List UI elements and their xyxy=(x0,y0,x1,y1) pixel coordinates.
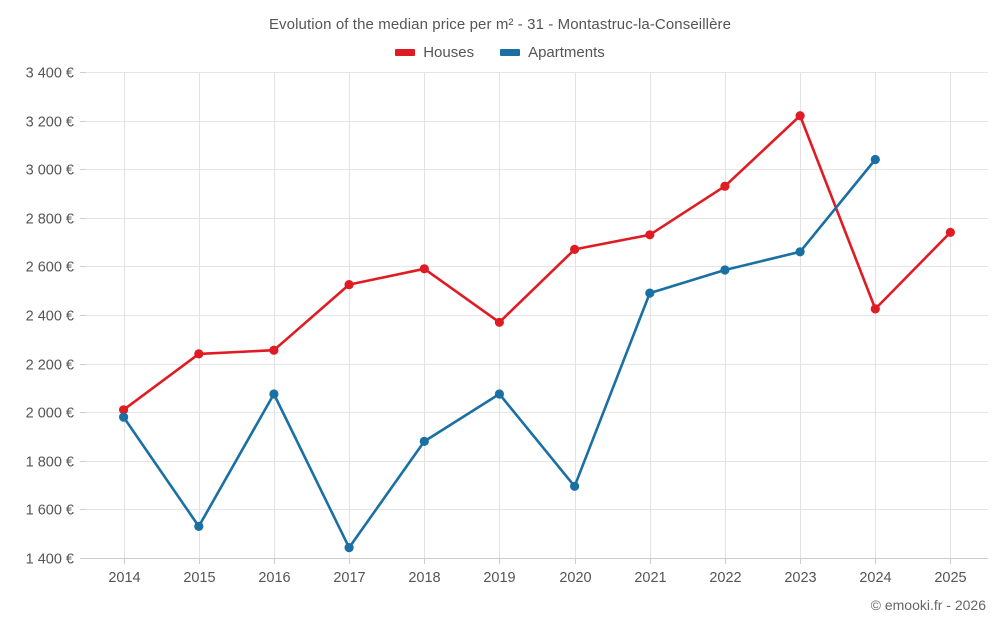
x-axis-tick-label: 2021 xyxy=(634,570,666,586)
data-point-houses[interactable] xyxy=(720,181,730,191)
chart-title: Evolution of the median price per m² - 3… xyxy=(268,16,732,33)
data-point-houses[interactable] xyxy=(870,304,880,314)
x-axis-tick-label: 2023 xyxy=(784,570,816,586)
y-axis-tick-label: 3 400 € xyxy=(26,66,74,82)
data-point-apartments[interactable] xyxy=(570,481,580,491)
data-point-apartments[interactable] xyxy=(645,288,655,298)
data-point-houses[interactable] xyxy=(945,227,956,237)
data-point-houses[interactable] xyxy=(344,280,354,290)
legend-item-houses[interactable]: Houses xyxy=(395,45,474,60)
footer-credit: © emooki.fr - 2026 xyxy=(870,597,986,613)
data-point-houses[interactable] xyxy=(645,230,655,240)
legend-item-apartments[interactable]: Apartments xyxy=(500,45,605,60)
x-axis-tick-label: 2019 xyxy=(483,570,515,586)
y-axis-tick-label: 3 000 € xyxy=(26,163,74,179)
y-axis-tick-label: 1 600 € xyxy=(26,503,74,519)
data-point-apartments[interactable] xyxy=(419,436,429,446)
series-line-houses xyxy=(122,114,952,412)
legend-swatch-apartments xyxy=(500,49,521,56)
chart-legend: Houses Apartments xyxy=(0,45,1000,60)
legend-swatch-houses xyxy=(395,49,416,56)
x-axis-tick-label: 2017 xyxy=(333,570,365,586)
legend-label-apartments: Apartments xyxy=(528,44,605,61)
x-axis-tick-label: 2015 xyxy=(183,570,215,586)
data-point-houses[interactable] xyxy=(194,349,204,359)
data-point-houses[interactable] xyxy=(494,317,504,327)
data-point-apartments[interactable] xyxy=(494,389,504,399)
y-axis-tick-label: 2 600 € xyxy=(26,260,74,276)
data-point-houses[interactable] xyxy=(269,345,279,355)
y-axis-tick-label: 1 400 € xyxy=(26,552,74,568)
data-point-apartments[interactable] xyxy=(870,154,880,165)
data-point-apartments[interactable] xyxy=(795,247,805,257)
data-point-houses[interactable] xyxy=(570,244,580,254)
y-axis-tick-label: 3 200 € xyxy=(26,115,74,131)
y-axis-tick-label: 2 800 € xyxy=(26,212,74,228)
data-point-houses[interactable] xyxy=(119,405,129,415)
data-point-apartments[interactable] xyxy=(119,412,129,422)
y-axis-tick-label: 2 000 € xyxy=(26,406,74,422)
legend-label-houses: Houses xyxy=(423,44,475,61)
data-point-apartments[interactable] xyxy=(344,543,354,553)
data-point-apartments[interactable] xyxy=(720,265,730,275)
data-point-apartments[interactable] xyxy=(194,521,204,532)
x-axis-tick-label: 2014 xyxy=(108,570,140,586)
y-axis-tick-label: 2 200 € xyxy=(26,358,74,374)
data-point-houses[interactable] xyxy=(795,111,805,121)
y-axis-tick-label: 2 400 € xyxy=(26,309,74,325)
x-axis-tick-label: 2020 xyxy=(559,570,591,586)
x-axis-tick-label: 2025 xyxy=(934,570,966,586)
data-point-houses[interactable] xyxy=(419,264,429,274)
data-point-apartments[interactable] xyxy=(269,389,279,399)
x-axis-tick-label: 2024 xyxy=(859,570,891,586)
x-axis-tick-label: 2018 xyxy=(408,570,440,586)
x-axis-tick-label: 2022 xyxy=(709,570,741,586)
y-axis-tick-label: 1 800 € xyxy=(26,455,74,471)
x-axis-tick-label: 2016 xyxy=(258,570,290,586)
